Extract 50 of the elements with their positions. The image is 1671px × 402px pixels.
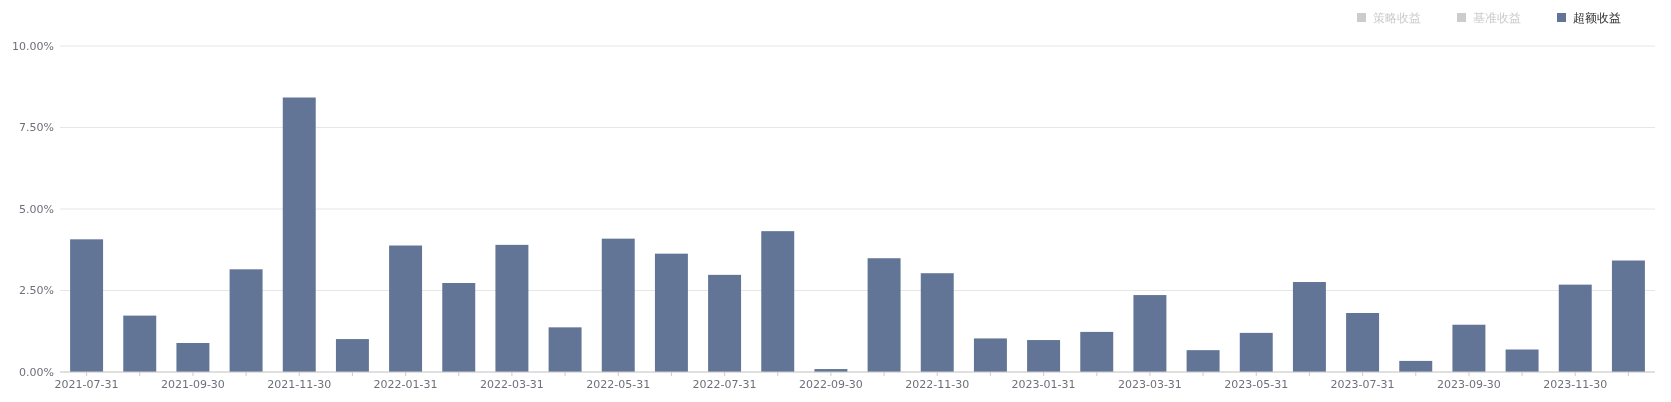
bar bbox=[1239, 332, 1273, 372]
bar bbox=[867, 258, 901, 372]
bar bbox=[1186, 350, 1220, 372]
bar bbox=[389, 245, 423, 372]
bar bbox=[1505, 349, 1539, 372]
bar bbox=[548, 327, 582, 372]
bar bbox=[123, 315, 157, 372]
x-tick-label: 2023-11-30 bbox=[1543, 378, 1608, 391]
y-tick-label: 7.50% bbox=[19, 121, 54, 135]
x-tick-label: 2022-07-31 bbox=[692, 378, 757, 391]
x-tick-label: 2021-07-31 bbox=[54, 378, 119, 391]
x-tick-label: 2023-09-30 bbox=[1436, 378, 1501, 391]
x-tick-label: 2022-05-31 bbox=[586, 378, 651, 391]
x-tick-label: 2022-01-31 bbox=[373, 378, 438, 391]
legend-label: 超额收益 bbox=[1573, 11, 1621, 25]
bar bbox=[1133, 295, 1167, 372]
x-tick-label: 2023-07-31 bbox=[1330, 378, 1395, 391]
x-tick-label: 2021-11-30 bbox=[267, 378, 332, 391]
bar bbox=[654, 253, 688, 372]
bar bbox=[1346, 312, 1380, 372]
bar bbox=[601, 238, 635, 372]
x-tick-label: 2022-03-31 bbox=[479, 378, 544, 391]
bar bbox=[1558, 284, 1592, 372]
bar bbox=[282, 97, 316, 372]
y-tick-label: 5.00% bbox=[19, 202, 54, 216]
x-tick-label: 2021-09-30 bbox=[160, 378, 225, 391]
bar bbox=[1611, 260, 1645, 372]
y-tick-label: 10.00% bbox=[12, 39, 54, 53]
bar bbox=[1080, 331, 1114, 372]
bar bbox=[70, 239, 104, 372]
bar bbox=[1399, 360, 1433, 372]
bar bbox=[335, 339, 369, 372]
y-tick-label: 2.50% bbox=[19, 284, 54, 298]
y-tick-label: 0.00% bbox=[19, 365, 54, 379]
bar bbox=[920, 273, 954, 372]
x-tick-label: 2023-03-31 bbox=[1117, 378, 1182, 391]
bar bbox=[973, 338, 1007, 372]
bar bbox=[1452, 324, 1486, 372]
bar bbox=[708, 274, 742, 372]
bar bbox=[1292, 282, 1326, 372]
bar bbox=[442, 283, 476, 372]
bar bbox=[495, 244, 529, 372]
x-tick-label: 2023-05-31 bbox=[1224, 378, 1289, 391]
x-tick-label: 2022-11-30 bbox=[905, 378, 970, 391]
bar bbox=[229, 269, 263, 372]
x-tick-label: 2023-01-31 bbox=[1011, 378, 1076, 391]
bar bbox=[761, 231, 795, 372]
bar bbox=[1027, 340, 1061, 372]
x-tick-label: 2022-09-30 bbox=[798, 378, 863, 391]
bar bbox=[176, 342, 210, 372]
